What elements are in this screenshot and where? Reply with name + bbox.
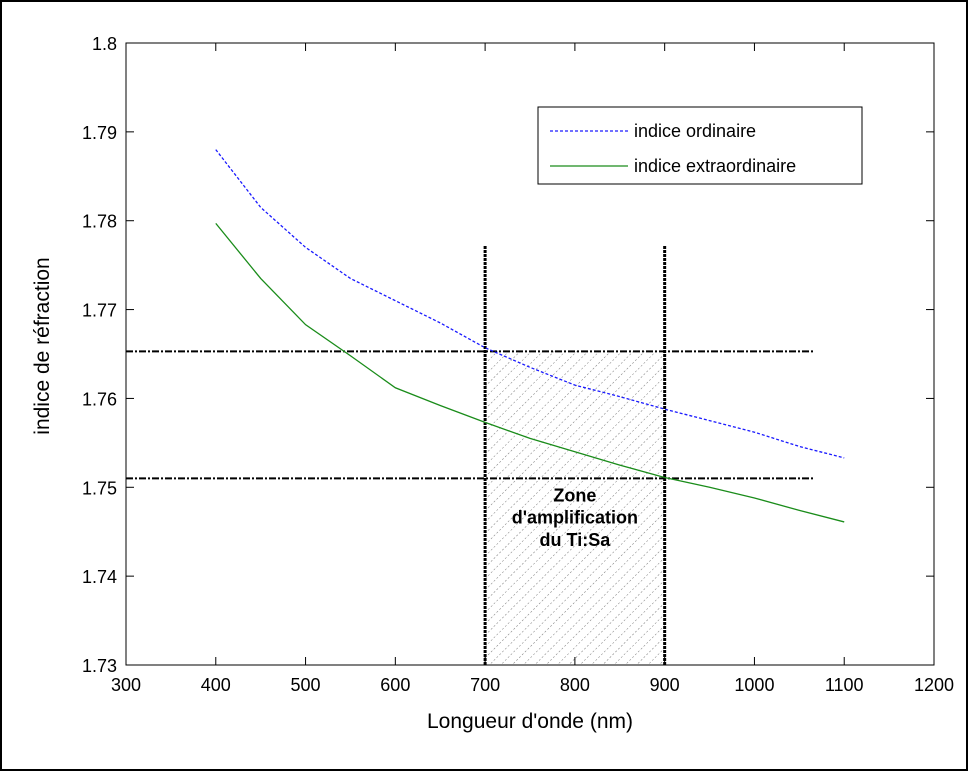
zone-annotation-line: d'amplification [512,508,638,528]
x-tick-label: 600 [380,675,410,695]
x-axis-title: Longueur d'onde (nm) [427,710,633,733]
x-tick-label: 800 [560,675,590,695]
legend-box [537,106,863,185]
zone-annotation-line: du Ti:Sa [540,530,612,550]
zone-annotation-line: Zone [553,486,596,506]
legend-label: indice extraordinaire [634,156,796,176]
legend-label: indice ordinaire [634,121,756,141]
x-tick-label: 700 [470,675,500,695]
amplification-zone-hatch [485,351,665,665]
y-tick-label: 1.74 [82,567,117,587]
y-tick-label: 1.79 [82,123,117,143]
x-tick-label: 300 [111,675,141,695]
x-tick-label: 400 [201,675,231,695]
series-line-ordinaire [215,149,845,459]
y-tick-label: 1.73 [82,656,117,676]
y-tick-label: 1.75 [82,478,117,498]
x-tick-label: 900 [650,675,680,695]
plot-area: 300 400 500 600 700 800 900 1000 1100 1200 1.73 1.7… [31,34,954,733]
x-tick-label: 500 [291,675,321,695]
y-tick-label: 1.78 [82,212,117,232]
series-line-extraordinaire [215,222,845,523]
y-axis-title: indice de réfraction [31,257,54,434]
x-tick-label: 1200 [914,675,954,695]
x-tick-label: 1000 [734,675,774,695]
plot-box [125,42,935,666]
x-tick-label: 1100 [825,675,864,695]
y-tick-label: 1.77 [82,301,117,321]
y-tick-label: 1.8 [92,34,117,54]
y-tick-label: 1.76 [82,389,117,409]
